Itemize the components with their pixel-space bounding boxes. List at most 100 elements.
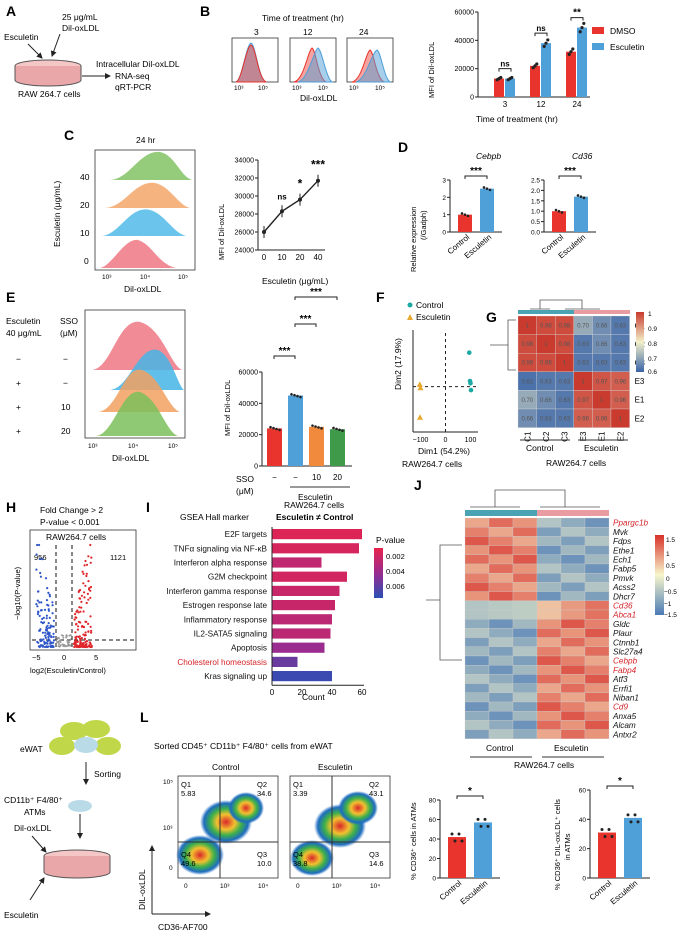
bar-esc+sso10	[309, 426, 324, 466]
pca-plot: −100 0 100	[412, 330, 478, 444]
gene-label: Ppargc1b	[613, 519, 648, 528]
point-down	[48, 616, 51, 620]
heatmap-cell	[584, 628, 610, 638]
data-point	[636, 820, 640, 824]
panel-letter: J	[414, 477, 422, 493]
svg-text:10³: 10³	[234, 85, 244, 92]
point-up	[87, 580, 90, 583]
point-up	[83, 591, 86, 594]
svg-text:Q4: Q4	[293, 850, 303, 859]
point-ns	[69, 638, 72, 641]
point-up	[80, 600, 83, 604]
point-up	[90, 645, 93, 649]
point-up	[89, 543, 92, 547]
point-down	[48, 626, 51, 629]
point-ns	[63, 644, 66, 647]
heatmap-cell	[464, 600, 490, 611]
row-10: 10	[80, 228, 90, 238]
svg-text:−5: −5	[32, 653, 41, 662]
scale-tick: 1	[648, 311, 652, 318]
scale-tick: 0	[666, 576, 670, 583]
heatmap-cell	[488, 619, 514, 629]
heatmap-cell	[512, 692, 538, 703]
point-up	[82, 572, 85, 576]
data-point	[633, 813, 637, 817]
bar-gsea	[272, 543, 359, 554]
heatmap-cell	[536, 665, 562, 675]
data-point	[488, 188, 492, 192]
data-point	[450, 832, 454, 836]
cell-value: 0.63	[577, 361, 589, 367]
svg-text:10³: 10³	[292, 85, 302, 92]
cells-label-1: CD11b⁺ F4/80⁺	[4, 795, 63, 805]
heatmap-cell	[512, 591, 538, 601]
heatmap-cell	[536, 720, 562, 730]
category-label: Apoptosis	[231, 644, 267, 653]
point-ns	[68, 634, 71, 637]
point-up	[89, 596, 92, 600]
point-down	[43, 608, 47, 612]
point-up	[83, 634, 86, 637]
legend-swatch-esculetin	[592, 43, 604, 50]
heatmap-cell	[560, 545, 586, 555]
point-down	[38, 614, 41, 618]
criterion-1: Fold Change > 2	[40, 505, 103, 515]
j-caption: RAW264.7 cells	[514, 760, 574, 770]
gene-label: Pmvk	[613, 574, 634, 583]
gene-label: Abca1	[612, 611, 636, 620]
time-label: 3	[254, 27, 259, 37]
data-point	[582, 196, 586, 200]
heatmap-cell	[464, 711, 490, 721]
y-tick-label: 40000	[239, 401, 259, 408]
y-tick-label: 0.0	[531, 230, 540, 237]
point-up	[87, 588, 91, 591]
heatmap-cell	[512, 701, 538, 712]
point-down	[41, 617, 44, 621]
point-down	[36, 605, 39, 608]
tissue-label: eWAT	[20, 744, 43, 754]
point-up	[76, 640, 79, 643]
cell-value: 0.63	[614, 361, 626, 367]
heatmap-cell	[610, 408, 630, 428]
x-tick-label: 0	[444, 437, 448, 444]
data-point	[571, 47, 575, 51]
sorting-label: Sorting	[94, 769, 121, 779]
heatmap-cell	[512, 545, 538, 555]
point-down	[37, 590, 40, 593]
heatmap-cell	[488, 563, 514, 574]
panel-a: A Esculetin 25 μg/mL Dil-oxLDL RAW 264.7…	[4, 3, 180, 99]
d-ylabel: Relative expression	[409, 207, 418, 272]
cell-value: 1	[619, 417, 623, 423]
bar-esculetin	[505, 78, 515, 97]
heatmap-cell	[512, 720, 538, 730]
q2-value: 34.6	[257, 789, 272, 798]
data-point	[280, 209, 284, 214]
y-tick-label: 60	[429, 817, 437, 824]
data-point	[546, 38, 550, 42]
point-down	[51, 612, 54, 615]
data-point	[299, 395, 302, 399]
hist-3h: 3 10³ 10⁵	[231, 27, 279, 92]
point-down	[51, 601, 54, 604]
heatmap-cell	[560, 600, 586, 611]
cell-value: 0.66	[521, 417, 533, 423]
point-up	[79, 610, 82, 613]
sig-label-bracket	[456, 795, 484, 799]
data-point	[272, 426, 275, 430]
heatmap-cell	[584, 674, 610, 684]
panel-letter: E	[6, 289, 15, 305]
col-label: E1	[598, 431, 607, 441]
y-tick-label: 40	[429, 837, 437, 844]
point-ns	[60, 634, 63, 637]
data-point	[542, 44, 546, 48]
point-down	[45, 629, 48, 632]
heatmap-cell	[464, 674, 490, 684]
cell-value: 0.97	[596, 379, 608, 385]
point-down	[52, 619, 56, 622]
point-up	[89, 615, 92, 618]
heatmap-cell	[584, 536, 610, 546]
cell-value: 0.96	[614, 379, 626, 385]
bar-esc	[288, 395, 303, 466]
y-tick-label: 0.5	[531, 219, 540, 226]
